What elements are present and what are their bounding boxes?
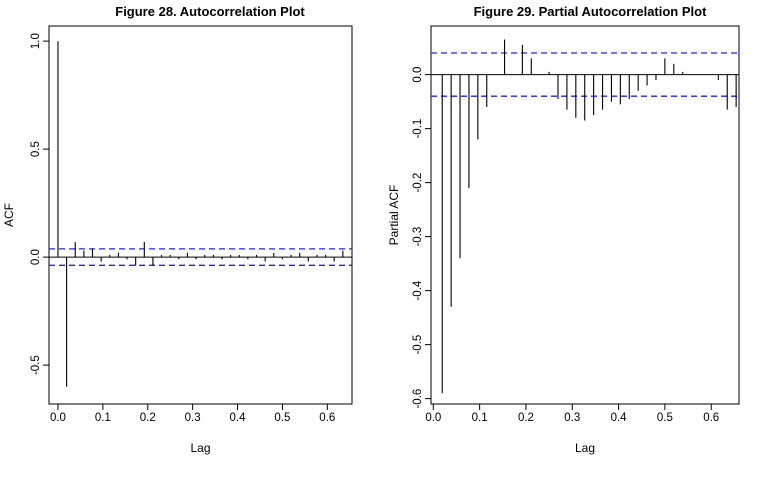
x-tick-label: 0.2 bbox=[140, 412, 156, 424]
y-axis-label: ACF bbox=[2, 203, 16, 227]
y-tick-label: -0.3 bbox=[412, 227, 424, 247]
x-tick-label: 0.1 bbox=[472, 412, 488, 424]
y-tick-label: -0.5 bbox=[412, 335, 424, 355]
pacf-panel: Figure 29. Partial Autocorrelation Plot P… bbox=[387, 4, 740, 455]
y-tick-label: -0.6 bbox=[412, 389, 424, 409]
y-tick-label: 0.0 bbox=[30, 249, 42, 265]
x-tick-label: 0.1 bbox=[95, 412, 111, 424]
x-tick-label: 0.5 bbox=[274, 412, 290, 424]
y-axis-label: Partial ACF bbox=[387, 185, 401, 246]
y-tick-label: -0.5 bbox=[30, 355, 42, 375]
y-tick-label: -0.1 bbox=[412, 119, 424, 139]
x-tick-label: 0.3 bbox=[564, 412, 580, 424]
chart-title: Figure 29. Partial Autocorrelation Plot bbox=[474, 4, 708, 19]
x-tick-label: 0.0 bbox=[425, 412, 441, 424]
y-tick-label: -0.4 bbox=[412, 280, 424, 300]
x-axis-label: Lag bbox=[190, 441, 210, 455]
x-tick-label: 0.2 bbox=[518, 412, 534, 424]
y-tick-label: 1.0 bbox=[30, 33, 42, 49]
x-tick-label: 0.6 bbox=[319, 412, 335, 424]
x-tick-label: 0.0 bbox=[50, 412, 66, 424]
y-tick-label: 0.5 bbox=[30, 141, 42, 157]
x-tick-label: 0.4 bbox=[230, 412, 247, 424]
y-tick-label: -0.2 bbox=[412, 173, 424, 193]
y-tick-label: 0.0 bbox=[412, 67, 424, 83]
plot-frame bbox=[430, 25, 740, 405]
x-tick-label: 0.3 bbox=[185, 412, 201, 424]
x-tick-label: 0.4 bbox=[611, 412, 628, 424]
x-tick-label: 0.5 bbox=[657, 412, 673, 424]
plot-frame bbox=[48, 25, 353, 405]
chart-title: Figure 28. Autocorrelation Plot bbox=[115, 4, 305, 19]
acf-panel: Figure 28. Autocorrelation Plot ACF Lag 0.0… bbox=[2, 4, 353, 455]
x-tick-label: 0.6 bbox=[703, 412, 719, 424]
x-axis-label: Lag bbox=[575, 441, 595, 455]
